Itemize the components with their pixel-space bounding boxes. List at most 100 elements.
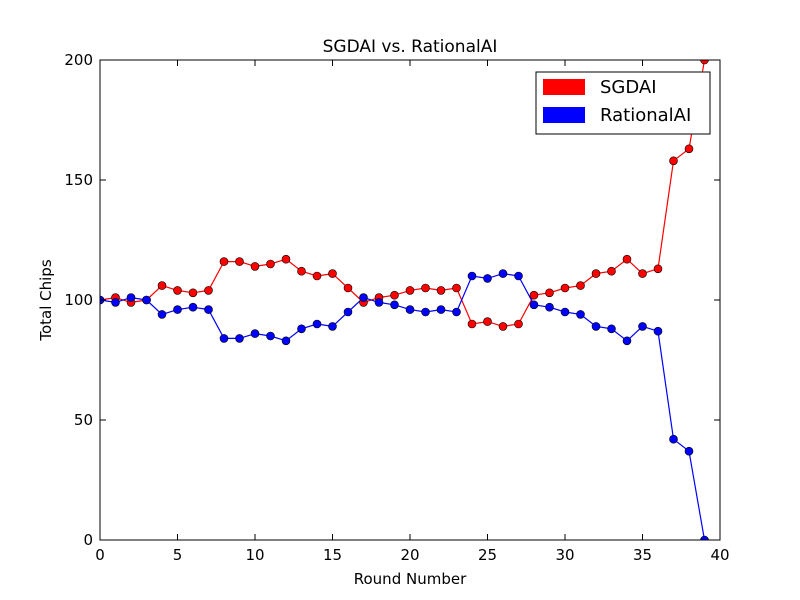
data-point-rationalai (452, 307, 461, 317)
data-point-sgdai (622, 254, 632, 264)
x-tick-label: 40 (710, 546, 729, 564)
x-tick-label: 15 (323, 546, 342, 564)
data-point-sgdai (343, 283, 353, 293)
data-point-sgdai (607, 266, 616, 276)
data-point-sgdai (390, 290, 399, 300)
x-tick-label: 25 (478, 546, 497, 564)
data-point-rationalai (545, 302, 554, 312)
y-tick-label: 200 (64, 51, 93, 69)
y-tick-label: 150 (64, 171, 93, 189)
data-point-rationalai (297, 324, 306, 334)
x-tick-label: 20 (400, 546, 419, 564)
legend-label-sgdai: SGDAI (600, 77, 657, 98)
data-point-rationalai (653, 326, 663, 336)
data-point-sgdai (684, 144, 694, 154)
data-point-sgdai (281, 254, 291, 264)
data-point-sgdai (405, 286, 415, 295)
x-tick-label: 10 (245, 546, 264, 564)
data-point-rationalai (235, 334, 244, 343)
data-point-rationalai (560, 307, 570, 317)
data-point-sgdai (204, 286, 213, 295)
data-point-rationalai (669, 434, 678, 444)
data-point-rationalai (126, 293, 136, 302)
data-point-rationalai (498, 269, 508, 278)
data-point-rationalai (250, 329, 260, 338)
data-point-rationalai (374, 298, 384, 307)
data-point-sgdai (452, 283, 461, 293)
x-axis-label: Round Number (354, 570, 467, 588)
data-point-rationalai (111, 298, 120, 307)
data-point-rationalai (467, 271, 477, 281)
series-line-sgdai (100, 60, 706, 328)
data-point-sgdai (436, 286, 446, 295)
axes-frame (99, 59, 721, 541)
series-line-rationalai (100, 272, 706, 540)
data-point-rationalai (405, 305, 415, 314)
data-point-sgdai (328, 269, 337, 278)
data-point-sgdai (173, 286, 182, 295)
data-point-sgdai (312, 271, 322, 281)
data-point-sgdai (157, 281, 167, 290)
data-point-rationalai (281, 336, 291, 346)
legend: SGDAI RationalAI (535, 71, 711, 135)
data-point-rationalai (684, 446, 694, 456)
data-point-rationalai (359, 293, 368, 302)
data-point-rationalai (312, 319, 322, 329)
data-point-sgdai (638, 269, 647, 278)
data-point-rationalai (188, 302, 198, 312)
data-point-rationalai (142, 295, 151, 305)
data-point-rationalai (483, 274, 492, 283)
data-point-rationalai (204, 305, 213, 314)
data-point-rationalai (514, 271, 523, 281)
data-point-rationalai (390, 300, 399, 310)
legend-label-rationalai: RationalAI (600, 105, 691, 126)
data-point-rationalai (219, 334, 229, 343)
data-point-sgdai (545, 288, 554, 298)
data-point-sgdai (421, 283, 430, 293)
data-point-sgdai (653, 264, 663, 274)
data-point-sgdai (529, 290, 539, 300)
legend-swatch-sgdai (543, 79, 585, 95)
data-point-sgdai (219, 257, 229, 266)
data-point-rationalai (700, 535, 709, 540)
data-point-rationalai (529, 300, 539, 310)
data-point-rationalai (328, 322, 337, 331)
x-tick-label: 0 (95, 546, 105, 564)
data-point-sgdai (467, 319, 477, 329)
data-point-rationalai (157, 310, 167, 319)
data-point-rationalai (343, 307, 353, 317)
y-tick-label: 100 (64, 291, 93, 309)
data-point-rationalai (638, 322, 647, 331)
data-point-sgdai (591, 269, 601, 278)
data-point-sgdai (700, 60, 709, 65)
data-point-sgdai (250, 262, 260, 271)
data-point-rationalai (607, 324, 616, 334)
data-point-sgdai (514, 319, 523, 329)
data-point-sgdai (560, 283, 570, 293)
data-point-sgdai (669, 156, 678, 166)
data-point-rationalai (436, 305, 446, 314)
data-point-rationalai (576, 310, 585, 319)
data-point-sgdai (235, 257, 244, 266)
legend-swatch-rationalai (543, 107, 585, 123)
y-tick-label: 0 (83, 531, 93, 549)
data-point-sgdai (266, 259, 275, 269)
y-tick-label: 50 (74, 411, 93, 429)
data-point-rationalai (266, 331, 275, 341)
data-point-rationalai (421, 307, 430, 317)
data-point-sgdai (188, 288, 198, 298)
chart-title: SGDAI vs. RationalAI (323, 37, 498, 57)
data-point-rationalai (591, 322, 601, 331)
x-tick-label: 35 (633, 546, 652, 564)
data-point-sgdai (483, 317, 492, 326)
data-point-sgdai (576, 281, 585, 290)
data-point-sgdai (297, 266, 306, 276)
plot-area: 0 5 10 15 20 25 30 35 40 0 50 100 150 200 (64, 51, 729, 564)
x-tick-label: 5 (173, 546, 183, 564)
y-axis-label: Total Chips (37, 259, 55, 341)
x-tick-label: 30 (555, 546, 574, 564)
data-point-rationalai (622, 336, 632, 346)
data-point-sgdai (498, 322, 508, 331)
data-point-rationalai (173, 305, 182, 314)
